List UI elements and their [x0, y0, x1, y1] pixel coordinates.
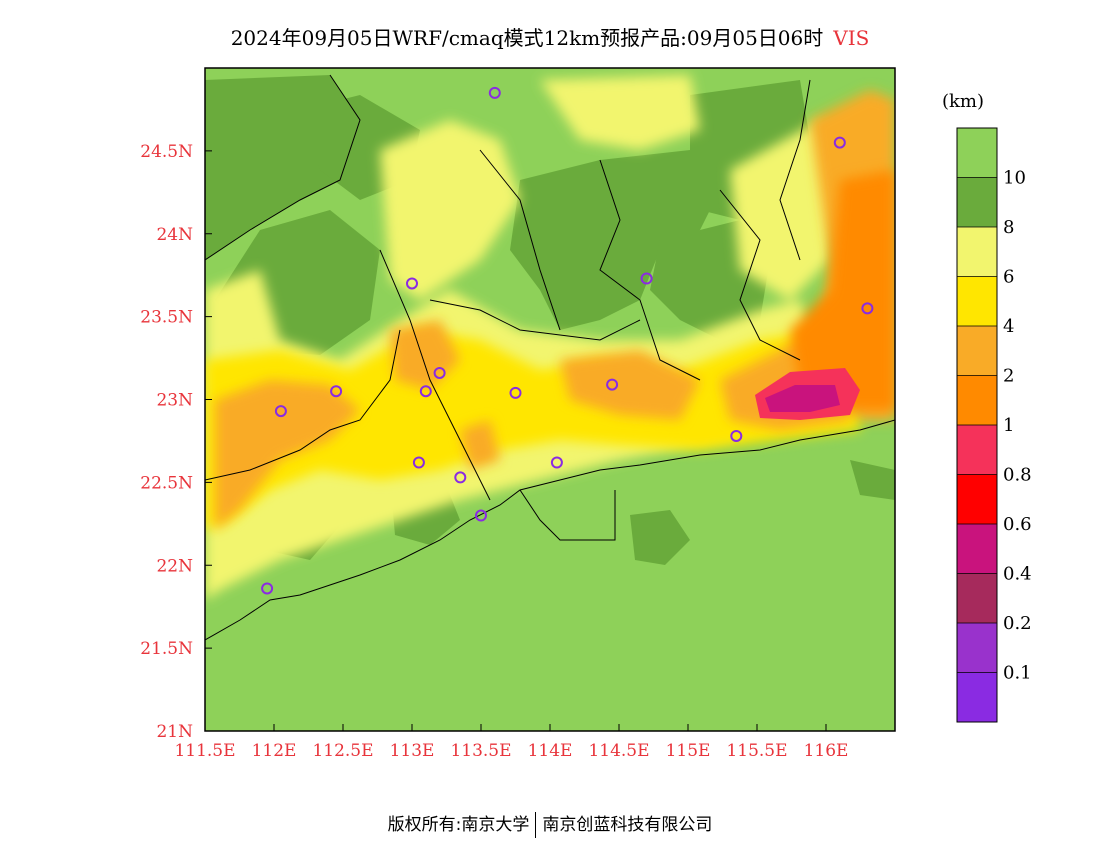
- station-marker: [640, 272, 653, 285]
- colorbar-swatch: [957, 276, 997, 327]
- colorbar-swatch: [957, 177, 997, 228]
- colorbar-label: 0.6: [1003, 514, 1032, 535]
- lon-tick-label: 112.5E: [312, 741, 373, 761]
- station-marker: [861, 302, 874, 315]
- title-main: 2024年09月05日WRF/cmaq模式12km预报产品:09月05日06时: [230, 26, 824, 50]
- colorbar-label: 0.1: [1003, 663, 1032, 684]
- visibility-field: [205, 68, 895, 731]
- station-marker: [730, 429, 743, 442]
- lat-tick-label: 23N: [156, 391, 193, 411]
- station-marker: [833, 136, 846, 149]
- station-marker: [606, 378, 619, 391]
- lon-tick-label: 115E: [666, 741, 711, 761]
- colorbar-label: 8: [1003, 217, 1014, 238]
- colorbar-unit: (km): [942, 91, 984, 112]
- lon-tick-label: 116E: [804, 741, 849, 761]
- station-marker: [454, 471, 467, 484]
- lon-axis: 111.5E 112E 112.5E 113E 113.5E 114E 114.5E 115E…: [174, 724, 848, 761]
- lat-tick-label: 22N: [156, 556, 193, 576]
- vis-0.4-0.6-zone: [765, 385, 840, 412]
- lat-tick-label: 24.5N: [140, 142, 193, 162]
- title-variable: VIS: [833, 26, 870, 50]
- station-marker: [406, 277, 418, 290]
- lon-tick-label: 114.5E: [588, 741, 649, 761]
- colorbar-swatch: [957, 425, 997, 475]
- station-marker: [509, 386, 522, 399]
- colorbar-swatch: [957, 326, 997, 376]
- lon-tick-label: 113E: [390, 741, 435, 761]
- lat-tick-label: 21N: [156, 722, 193, 742]
- lon-tick-label: 115.5E: [726, 741, 787, 761]
- lat-tick-label: 24N: [156, 225, 193, 245]
- colorbar-swatch: [957, 375, 997, 426]
- station-marker: [261, 582, 274, 595]
- colorbar-label: 0.4: [1003, 564, 1032, 585]
- colorbar-swatch: [957, 573, 997, 624]
- colorbar-label: 1: [1003, 415, 1014, 436]
- lon-tick-label: 113.5E: [450, 741, 511, 761]
- station-marker: [433, 366, 446, 379]
- lat-tick-label: 23.5N: [140, 308, 193, 328]
- colorbar-label: 10: [1003, 168, 1026, 189]
- lat-tick-label: 22.5N: [140, 473, 193, 493]
- map-title: 2024年09月05日WRF/cmaq模式12km预报产品:09月05日06时 V…: [0, 22, 1100, 51]
- station-marker: [330, 385, 343, 398]
- station-marker: [274, 405, 287, 418]
- colorbar-label: 4: [1003, 316, 1014, 337]
- footer-copyright: 版权所有:南京大学: [387, 815, 530, 835]
- map-area: 111.5E 112E 112.5E 113E 113.5E 114E 114.5E 115E…: [140, 67, 896, 761]
- colorbar-swatch: [957, 672, 997, 723]
- vis-1-2-zones: [790, 170, 895, 410]
- footer-company: 南京创蓝科技有限公司: [542, 815, 713, 835]
- colorbar-swatch: [957, 128, 997, 178]
- colorbar-swatch: [957, 524, 997, 574]
- lat-axis: 21N 21.5N 22N 22.5N 23N 23.5N 24N 24.5N: [140, 142, 212, 742]
- station-marker: [488, 86, 501, 99]
- lon-tick-label: 112E: [252, 741, 297, 761]
- colorbar-swatch: [957, 227, 997, 277]
- lon-tick-label: 111.5E: [174, 741, 235, 761]
- lon-tick-label: 114E: [528, 741, 573, 761]
- colorbar-label: 0.8: [1003, 465, 1032, 486]
- colorbar-label: 2: [1003, 366, 1014, 387]
- lat-tick-label: 21.5N: [140, 639, 193, 659]
- boundary-lines: [205, 74, 895, 641]
- colorbar-swatch: [957, 474, 997, 525]
- station-marker: [412, 456, 425, 469]
- colorbar: (km) 10 8 6 4 2 1 0.8 0.6 0.4 0.2 0.1: [942, 91, 1032, 723]
- station-markers: [261, 86, 874, 595]
- colorbar-swatch: [957, 623, 997, 673]
- station-marker: [475, 509, 487, 522]
- colorbar-label: 0.2: [1003, 613, 1032, 634]
- station-marker: [550, 456, 563, 469]
- colorbar-frame: [956, 127, 998, 723]
- colorbar-label: 6: [1003, 267, 1014, 288]
- footer: 版权所有:南京大学 南京创蓝科技有限公司: [0, 810, 1100, 838]
- station-marker: [419, 385, 432, 398]
- footer-separator: [535, 812, 537, 838]
